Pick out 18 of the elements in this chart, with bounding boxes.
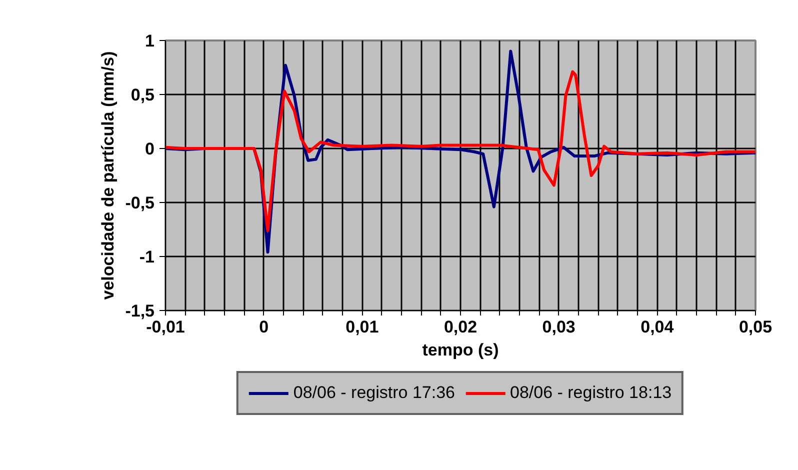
y-tick-label: -0,5 <box>125 194 155 212</box>
x-tick-label: 0,02 <box>444 318 478 336</box>
legend-label: 08/06 - registro 18:13 <box>510 383 672 403</box>
x-tick-label: 0,05 <box>738 318 772 336</box>
x-tick-label: -0,01 <box>146 318 185 336</box>
x-tick-label: 0,03 <box>542 318 576 336</box>
legend-label: 08/06 - registro 17:36 <box>293 383 455 403</box>
x-tick-label: 0,04 <box>640 318 674 336</box>
x-tick-label: 0,01 <box>346 318 379 336</box>
x-tick-label: 0 <box>259 318 269 336</box>
y-tick-label: -1 <box>139 248 155 266</box>
x-axis-title: tempo (s) <box>422 340 499 360</box>
y-tick-label: 0,5 <box>130 86 155 104</box>
y-axis-title: velocidade de partícula (mm/s) <box>98 51 118 300</box>
y-tick-label: 1 <box>145 32 155 50</box>
line-series <box>166 70 756 232</box>
y-tick-label: 0 <box>145 140 155 158</box>
y-tick-label: -1,5 <box>125 302 155 320</box>
